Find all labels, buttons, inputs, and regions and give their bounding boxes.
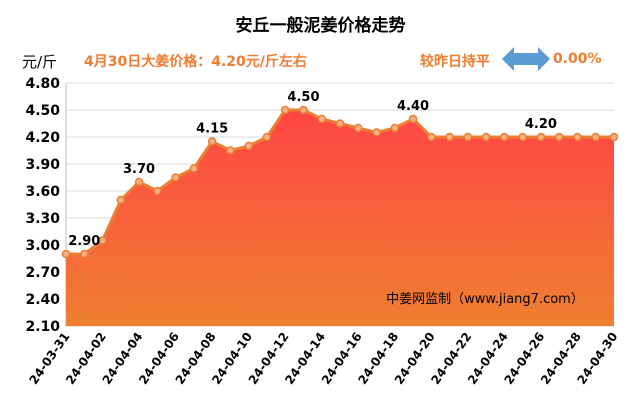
data-point [61,249,71,259]
area-fill [66,110,614,326]
data-point [536,132,546,142]
data-label: 4.20 [525,117,557,132]
data-label: 4.15 [196,122,228,137]
y-tick-label: 2.70 [25,265,60,281]
y-axis-ticks: 2.10 2.40 2.70 3.00 3.30 3.60 3.90 4.20 4.50 4.80 [25,76,60,335]
data-point [116,195,126,205]
y-tick-label: 4.20 [25,130,60,146]
data-point [445,132,454,142]
data-label: 2.90 [68,234,100,249]
data-point [317,114,326,124]
data-point [335,119,345,128]
data-label: 4.50 [287,90,319,105]
data-point [591,132,600,142]
data-point [171,173,180,182]
price-info: 4月30日大姜价格：4.20元/斤左右 [84,54,307,70]
data-point [481,132,491,142]
data-label: 3.70 [123,162,155,177]
watermark-text: 中姜网监制（www.jiang7.com） [386,292,584,307]
chart-title: 安丘一般泥姜价格走势 [235,16,406,36]
data-point [390,123,400,133]
y-tick-label: 2.40 [25,292,60,308]
data-point [80,249,89,259]
data-point [518,132,527,142]
data-point [408,114,418,124]
data-point [609,132,619,142]
data-point [226,146,235,155]
data-point [554,132,564,142]
compare-text: 较昨日持平 [420,54,490,70]
y-tick-label: 3.90 [25,157,60,173]
data-point [463,132,473,142]
data-point [573,132,582,142]
data-point [372,128,381,137]
y-tick-label: 3.30 [25,211,60,227]
unit-label: 元/斤 [22,53,58,71]
data-point [98,236,107,245]
y-tick-label: 3.60 [25,184,60,200]
data-labels: 2.90 3.70 4.15 4.50 4.40 4.20 [68,90,557,249]
y-tick-label: 4.80 [25,76,60,92]
data-point [262,132,272,142]
data-point [280,105,290,115]
x-axis-ticks: 24-03-3124-04-0224-04-0424-04-0624-04-08… [27,330,621,387]
data-point [500,132,509,142]
data-point [244,141,253,151]
data-point [189,164,199,173]
data-point [299,105,308,115]
data-point [427,132,436,142]
data-point [207,137,217,146]
data-label: 4.40 [397,99,429,114]
data-point [354,123,363,133]
y-tick-label: 3.00 [25,238,60,254]
data-point [134,177,144,187]
y-tick-label: 2.10 [25,319,60,335]
double-arrow-icon [502,47,550,71]
data-point [153,186,162,196]
change-percent: 0.00% [553,51,602,67]
y-tick-label: 4.50 [25,103,60,119]
data-points [61,105,619,259]
